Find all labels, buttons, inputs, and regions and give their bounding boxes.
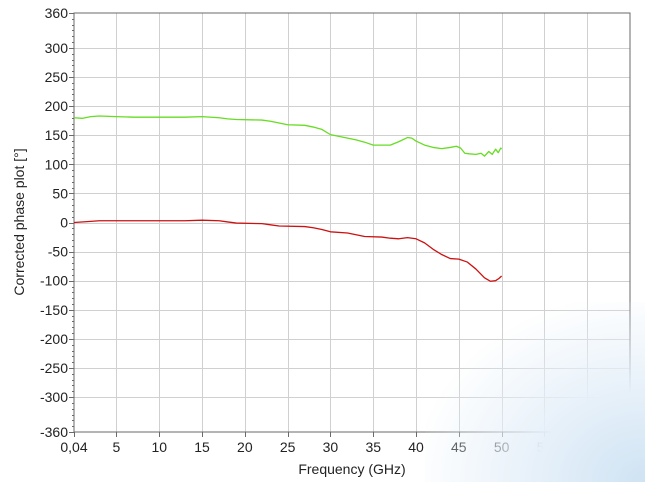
- y-tick-label: 0: [60, 215, 68, 231]
- series-line-1: [73, 115, 503, 157]
- y-tick-label: -150: [40, 302, 68, 318]
- x-tick-label: 40: [408, 439, 424, 455]
- y-tick-label: 100: [45, 156, 69, 172]
- x-tick-label: 10: [151, 439, 167, 455]
- plot-frame: [73, 12, 631, 433]
- x-axis-title: Frequency (GHz): [298, 461, 405, 477]
- x-tick-label: 50: [494, 439, 510, 455]
- grid-layer: [74, 13, 630, 432]
- y-tick-label: 150: [45, 127, 69, 143]
- x-tick-label: 20: [237, 439, 253, 455]
- y-tick-label: 250: [45, 69, 69, 85]
- y-tick-label: 300: [45, 40, 69, 56]
- x-tick-label: 45: [451, 439, 467, 455]
- series-line-2: [73, 219, 503, 282]
- x-tick-label: 60: [579, 439, 595, 455]
- y-tick-label: -100: [40, 273, 68, 289]
- y-tick-label: -50: [48, 244, 68, 260]
- y-tick-label: -300: [40, 389, 68, 405]
- x-tick-label: 30: [323, 439, 339, 455]
- x-tick-label: 65: [622, 439, 638, 455]
- x-tick-label: 35: [365, 439, 381, 455]
- x-tick-label: 55: [537, 439, 553, 455]
- y-tick-label: -250: [40, 360, 68, 376]
- series-layer: [73, 115, 503, 282]
- x-tick-label: 25: [280, 439, 296, 455]
- x-tick-label: 0,04: [60, 439, 87, 455]
- x-tick-label: 5: [113, 439, 121, 455]
- y-tick-label: 200: [45, 98, 69, 114]
- x-tick-label: 15: [194, 439, 210, 455]
- tick-layer: 0,04 5 10 15 20 25 30 35 40 45 50 55 60 65 360 300 250 20…: [40, 5, 638, 455]
- y-tick-label: 50: [52, 185, 68, 201]
- y-tick-label: -360: [40, 424, 68, 440]
- y-tick-label: -200: [40, 331, 68, 347]
- y-tick-label: 360: [45, 5, 69, 21]
- y-axis-title: Corrected phase plot [°]: [11, 148, 27, 295]
